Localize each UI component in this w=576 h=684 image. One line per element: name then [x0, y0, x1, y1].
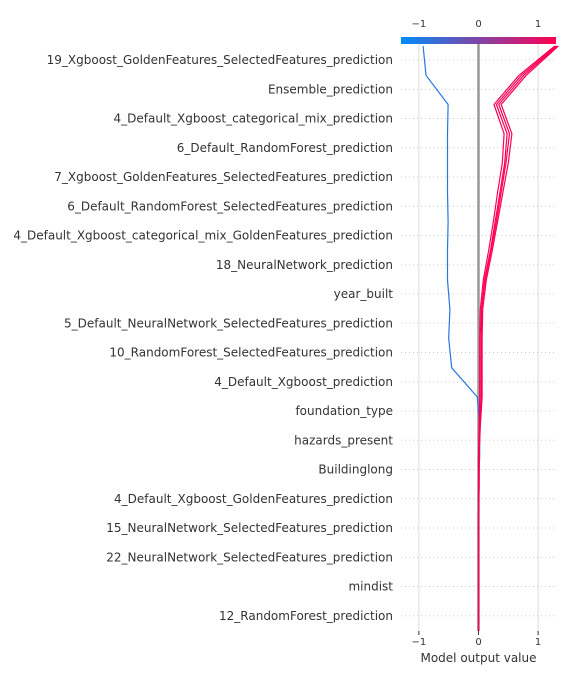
feature-label: Ensemble_prediction — [268, 82, 393, 96]
feature-label: foundation_type — [295, 404, 393, 418]
x-axis: −1 −1 0 0 1 1 — [412, 19, 542, 648]
decision-line — [477, 45, 558, 631]
feature-label: 7_Xgboost_GoldenFeatures_SelectedFeature… — [54, 170, 393, 184]
decision-line — [477, 45, 556, 631]
feature-label: mindist — [348, 580, 393, 594]
decision-line — [477, 45, 557, 631]
x-tick-label-top: 0 — [475, 19, 481, 30]
feature-label: 22_NeuralNetwork_SelectedFeatures_predic… — [106, 550, 393, 564]
feature-label: 4_Default_Xgboost_categorical_mix_Golden… — [13, 229, 393, 243]
decision-line — [422, 45, 481, 631]
feature-label: 10_RandomForest_SelectedFeatures_predict… — [109, 346, 393, 360]
feature-label: 6_Default_RandomForest_SelectedFeatures_… — [67, 199, 393, 213]
x-tick-label-top: 1 — [535, 19, 541, 30]
feature-label: 6_Default_RandomForest_prediction — [177, 141, 393, 155]
x-tick-label-top: −1 — [412, 19, 427, 30]
feature-label: 4_Default_Xgboost_prediction — [214, 375, 393, 389]
decision-line — [477, 45, 559, 631]
feature-label: 19_Xgboost_GoldenFeatures_SelectedFeatur… — [47, 53, 393, 67]
x-tick-label: 0 — [475, 637, 481, 648]
feature-label: 18_NeuralNetwork_prediction — [216, 258, 393, 272]
x-axis-label: Model output value — [420, 651, 536, 665]
x-tick-label: −1 — [412, 637, 427, 648]
feature-label: 12_RandomForest_prediction — [219, 609, 393, 623]
feature-label: 5_Default_NeuralNetwork_SelectedFeatures… — [64, 316, 393, 330]
x-tick-label: 1 — [535, 637, 541, 648]
feature-labels: 19_Xgboost_GoldenFeatures_SelectedFeatur… — [13, 53, 393, 623]
feature-label: Buildinglong — [318, 463, 393, 477]
feature-label: 15_NeuralNetwork_SelectedFeatures_predic… — [106, 521, 393, 535]
feature-label: 4_Default_Xgboost_GoldenFeatures_predict… — [114, 492, 393, 506]
colorbar — [401, 37, 556, 44]
feature-label: year_built — [334, 287, 394, 301]
decision-lines — [422, 45, 559, 631]
feature-label: hazards_present — [294, 433, 393, 447]
feature-label: 4_Default_Xgboost_categorical_mix_predic… — [114, 112, 393, 126]
